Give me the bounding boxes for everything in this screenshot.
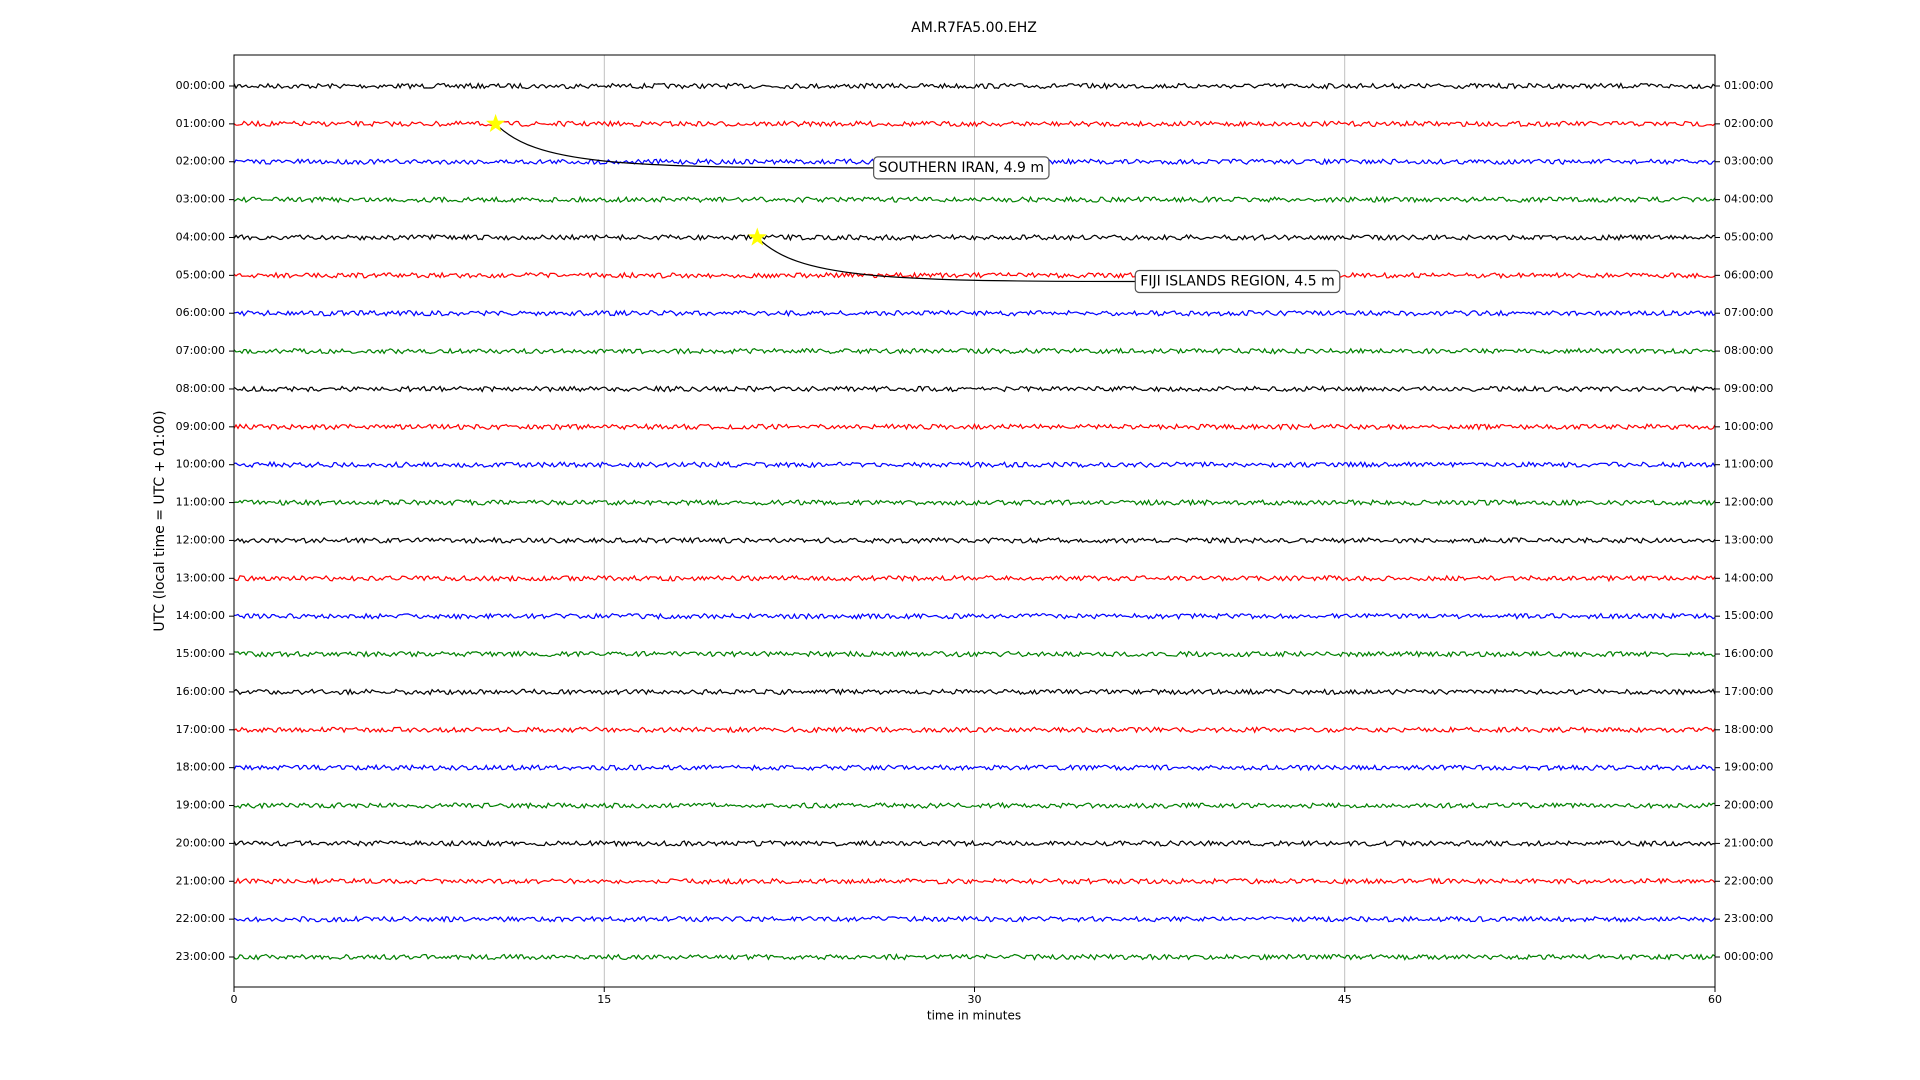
y-tick-label: 07:00:00 [176, 344, 225, 357]
y-tick-label-right: 05:00:00 [1724, 230, 1773, 243]
y-tick-label: 19:00:00 [176, 799, 225, 812]
trace [233, 119, 1716, 128]
y-tick-label: 21:00:00 [176, 874, 225, 887]
y-tick-label-right: 20:00:00 [1724, 799, 1773, 812]
x-tick-label: 15 [597, 993, 611, 1006]
event-label-box [1134, 269, 1341, 294]
y-tick-label-right: 00:00:00 [1724, 950, 1773, 963]
y-tick-label-right: 02:00:00 [1724, 117, 1773, 130]
y-tick-label-right: 21:00:00 [1724, 836, 1773, 849]
chart-title: AM.R7FA5.00.EHZ [911, 20, 1037, 36]
y-tick-label-right: 23:00:00 [1724, 912, 1773, 925]
y-tick-label: 12:00:00 [176, 533, 225, 546]
event-label: SOUTHERN IRAN, 4.9 m [879, 160, 1044, 176]
x-tick-label: 45 [1338, 993, 1352, 1006]
x-tick-label: 60 [1708, 993, 1722, 1006]
event-label-box [873, 156, 1050, 180]
y-tick-label: 13:00:00 [176, 571, 225, 584]
trace [233, 271, 1716, 280]
plot-frame [233, 54, 1716, 988]
y-tick-label-right: 16:00:00 [1724, 647, 1773, 660]
event-label: FIJI ISLANDS REGION, 4.5 m [1140, 273, 1335, 289]
x-tick-label: 30 [968, 993, 982, 1006]
trace [233, 422, 1716, 431]
trace [233, 347, 1716, 355]
y-tick-label-right: 18:00:00 [1724, 723, 1773, 736]
y-tick-label-right: 22:00:00 [1724, 874, 1773, 887]
y-tick-label-right: 14:00:00 [1724, 571, 1773, 584]
y-tick-label-right: 04:00:00 [1724, 193, 1773, 206]
y-tick-label-right: 08:00:00 [1724, 344, 1773, 357]
trace [233, 725, 1716, 734]
y-tick-label: 09:00:00 [176, 420, 225, 433]
event-marker [747, 227, 767, 246]
trace [233, 915, 1716, 923]
trace [233, 385, 1716, 393]
y-tick-label: 17:00:00 [176, 723, 225, 736]
y-tick-label-right: 17:00:00 [1724, 685, 1773, 698]
trace [233, 460, 1716, 469]
y-tick-label-right: 10:00:00 [1724, 420, 1773, 433]
trace [233, 233, 1716, 242]
trace [233, 953, 1716, 961]
y-tick-label: 15:00:00 [176, 647, 225, 660]
trace [233, 839, 1716, 848]
trace [233, 82, 1716, 90]
y-tick-label: 06:00:00 [176, 306, 225, 319]
x-tick-label: 0 [231, 993, 238, 1006]
y-tick-label-right: 03:00:00 [1724, 155, 1773, 168]
y-tick-label-right: 12:00:00 [1724, 496, 1773, 509]
event-arrow [756, 237, 1136, 283]
y-tick-label-right: 19:00:00 [1724, 761, 1773, 774]
y-tick-label-right: 13:00:00 [1724, 533, 1773, 546]
trace [233, 801, 1716, 810]
y-tick-label-right: 06:00:00 [1724, 268, 1773, 281]
y-tick-label: 16:00:00 [176, 685, 225, 698]
y-tick-label-right: 07:00:00 [1724, 306, 1773, 319]
trace [233, 612, 1716, 621]
y-tick-label: 01:00:00 [176, 117, 225, 130]
y-axis-label: UTC (local time = UTC + 01:00) [152, 410, 168, 631]
event-marker [486, 113, 506, 132]
y-tick-label: 05:00:00 [176, 268, 225, 281]
y-tick-label: 08:00:00 [176, 382, 225, 395]
trace [233, 536, 1716, 545]
trace [233, 309, 1716, 318]
event-arrow [495, 123, 874, 169]
y-tick-label-right: 09:00:00 [1724, 382, 1773, 395]
y-tick-label-right: 15:00:00 [1724, 609, 1773, 622]
trace [233, 195, 1716, 204]
trace [234, 877, 1716, 886]
y-tick-label-right: 01:00:00 [1724, 79, 1773, 92]
y-tick-label: 20:00:00 [176, 836, 225, 849]
y-tick-label: 04:00:00 [176, 230, 225, 243]
trace [233, 763, 1716, 772]
trace [233, 498, 1716, 507]
y-tick-label: 11:00:00 [176, 496, 225, 509]
y-tick-label: 18:00:00 [176, 761, 225, 774]
trace [233, 574, 1716, 583]
x-axis-label: time in minutes [927, 1009, 1021, 1023]
y-tick-label: 03:00:00 [176, 193, 225, 206]
y-tick-label: 02:00:00 [176, 155, 225, 168]
y-tick-label: 14:00:00 [176, 609, 225, 622]
y-tick-label-right: 11:00:00 [1724, 458, 1773, 471]
y-tick-label: 22:00:00 [176, 912, 225, 925]
trace [233, 650, 1716, 658]
trace [233, 688, 1716, 696]
y-tick-label: 00:00:00 [176, 79, 225, 92]
y-tick-label: 10:00:00 [176, 458, 225, 471]
y-tick-label: 23:00:00 [176, 950, 225, 963]
